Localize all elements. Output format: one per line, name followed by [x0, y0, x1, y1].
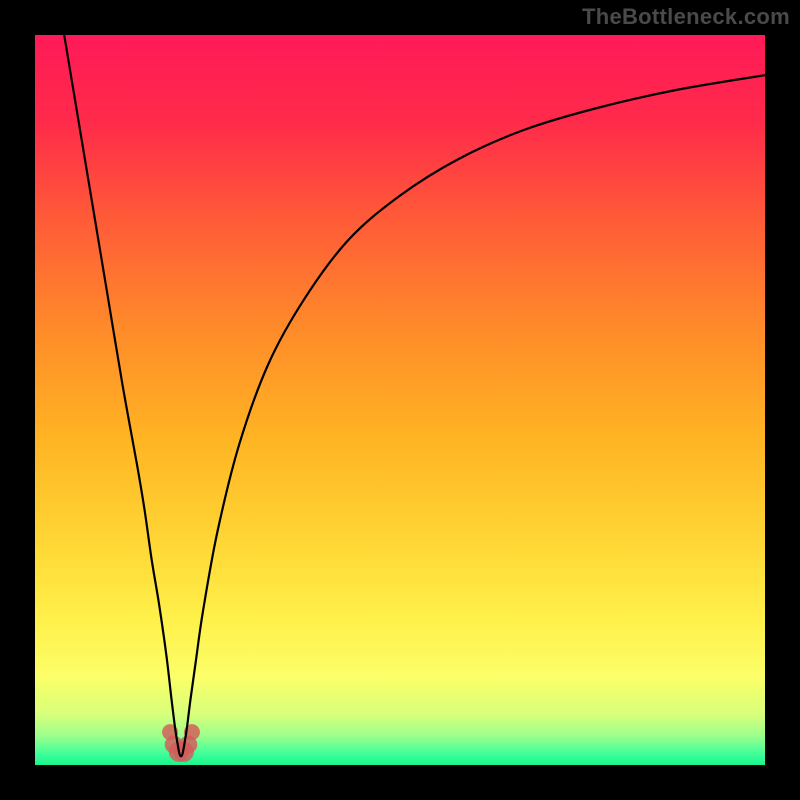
gradient-background	[35, 35, 765, 765]
bottleneck-curve-chart	[0, 0, 800, 800]
chart-container: TheBottleneck.com	[0, 0, 800, 800]
watermark-label: TheBottleneck.com	[582, 4, 790, 30]
